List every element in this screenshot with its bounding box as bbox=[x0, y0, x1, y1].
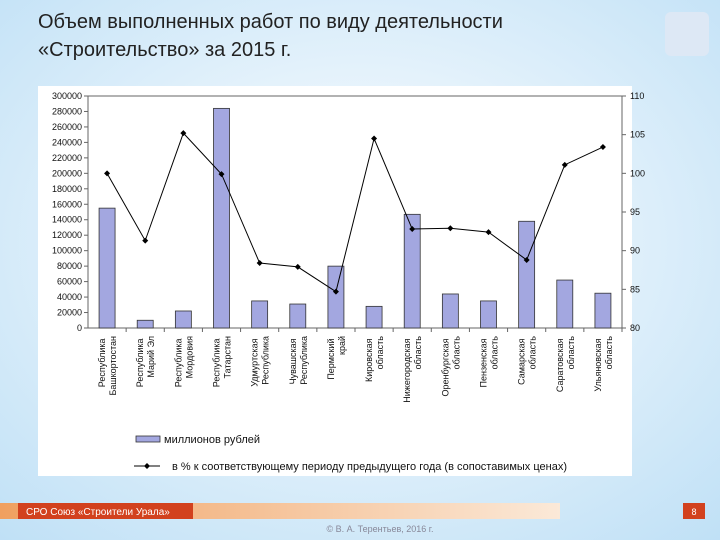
marker bbox=[104, 170, 111, 177]
y2-tick-label: 80 bbox=[630, 323, 640, 333]
marker bbox=[294, 263, 301, 270]
y-tick-label: 160000 bbox=[52, 199, 82, 209]
bar bbox=[480, 300, 497, 329]
marker bbox=[485, 229, 492, 236]
bar bbox=[98, 207, 116, 329]
x-tick-label: Кировская область bbox=[364, 336, 385, 382]
y-tick-label: 260000 bbox=[52, 122, 82, 132]
marker bbox=[409, 226, 416, 233]
x-tick-label: Самарская область bbox=[517, 336, 538, 385]
y-tick-label: 200000 bbox=[52, 168, 82, 178]
y-tick-label: 220000 bbox=[52, 153, 82, 163]
page-number: 8 bbox=[691, 507, 696, 517]
y2-tick-label: 110 bbox=[630, 91, 644, 101]
footer-label-box bbox=[18, 503, 193, 519]
marker bbox=[180, 130, 187, 137]
marker bbox=[142, 237, 149, 244]
bar bbox=[365, 305, 383, 329]
legend-label: миллионов рублей bbox=[164, 434, 260, 446]
y2-tick-label: 90 bbox=[630, 246, 640, 256]
x-tick-label: Республика Татарстан bbox=[212, 336, 233, 387]
footer-organization: СРО Союз «Строители Урала» bbox=[26, 507, 170, 518]
marker bbox=[218, 171, 225, 178]
title-line: Объем выполненных работ по виду деятельн… bbox=[38, 11, 503, 33]
bar bbox=[289, 303, 307, 329]
y-tick-label: 0 bbox=[77, 323, 82, 333]
line bbox=[106, 132, 604, 293]
y2-tick-label: 105 bbox=[630, 130, 645, 140]
x-tick-label: Пензенская область bbox=[479, 336, 500, 388]
x-tick-label: Оренбургская область bbox=[440, 336, 461, 397]
y-tick-label: 120000 bbox=[52, 230, 82, 240]
bar bbox=[213, 107, 230, 329]
y-tick-label: 80000 bbox=[57, 261, 82, 271]
y-tick-label: 20000 bbox=[57, 308, 82, 318]
y-tick-label: 140000 bbox=[52, 215, 82, 225]
bar bbox=[594, 292, 612, 329]
y-tick-label: 240000 bbox=[52, 137, 82, 147]
legend-marker bbox=[144, 463, 150, 469]
marker bbox=[332, 288, 339, 295]
marker bbox=[599, 144, 606, 151]
marker bbox=[447, 225, 454, 232]
page-box bbox=[683, 503, 705, 519]
x-tick-label: Республика Башкортостан bbox=[97, 336, 118, 396]
x-tick-label: Удмуртская Республика bbox=[250, 336, 271, 387]
y-tick-label: 100000 bbox=[52, 246, 82, 256]
bar bbox=[136, 319, 154, 329]
logo bbox=[665, 12, 709, 56]
x-tick-label: Чувашская Республика bbox=[288, 336, 309, 385]
y-tick-label: 180000 bbox=[52, 184, 82, 194]
y-tick-label: 280000 bbox=[52, 106, 82, 116]
y-tick-label: 60000 bbox=[57, 277, 82, 287]
x-tick-label: Ульяновская область bbox=[593, 336, 614, 392]
y2-tick-label: 100 bbox=[630, 168, 645, 178]
y-tick-label: 300000 bbox=[52, 91, 82, 101]
bar bbox=[251, 300, 269, 329]
legend-swatch bbox=[135, 435, 161, 443]
marker bbox=[561, 161, 568, 168]
y-tick-label: 40000 bbox=[57, 292, 82, 302]
bar bbox=[441, 293, 459, 329]
marker bbox=[256, 260, 263, 267]
bar bbox=[174, 310, 192, 329]
x-tick-label: Республика Мордовия bbox=[173, 336, 194, 387]
bar bbox=[556, 279, 574, 329]
bar bbox=[403, 213, 421, 329]
marker bbox=[371, 135, 378, 142]
x-tick-label: Саратовская область bbox=[555, 336, 576, 392]
copyright: © В. А. Терентьев, 2016 г. bbox=[327, 524, 434, 534]
bar bbox=[518, 220, 536, 329]
title-line: «Строительство» за 2015 г. bbox=[38, 39, 291, 61]
y2-tick-label: 85 bbox=[630, 284, 640, 294]
legend-label: в % к соответствующему периоду предыдуще… bbox=[172, 461, 567, 473]
x-tick-label: Пермский край bbox=[326, 336, 347, 380]
y2-tick-label: 95 bbox=[630, 207, 640, 217]
x-tick-label: Нижегородская область bbox=[402, 336, 423, 403]
marker bbox=[523, 256, 530, 263]
bar bbox=[327, 265, 345, 329]
x-tick-label: Республика Марий Эл bbox=[135, 336, 156, 387]
